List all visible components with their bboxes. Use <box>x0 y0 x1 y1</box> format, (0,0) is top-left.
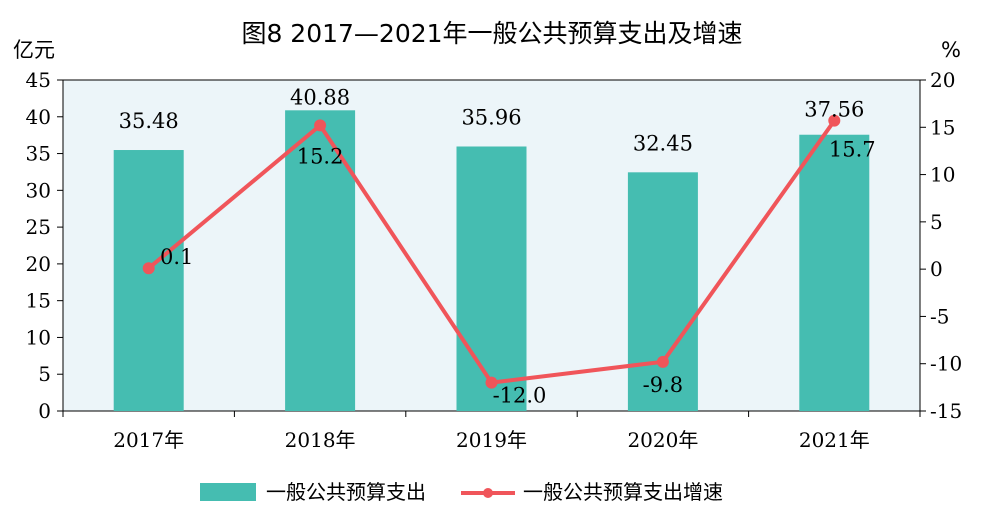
left-axis-tick-label: 20 <box>26 252 51 276</box>
bar <box>799 134 870 411</box>
left-axis-tick-label: 0 <box>38 399 51 423</box>
left-axis-label: 亿元 <box>13 38 55 62</box>
x-axis-tick-label: 2021年 <box>799 428 870 452</box>
line-data-label: -9.8 <box>643 373 684 397</box>
right-axis-tick-label: -10 <box>930 352 962 376</box>
line-data-label: 15.2 <box>297 144 344 168</box>
chart-title: 图8 2017—2021年一般公共预算支出及增速 <box>241 19 742 48</box>
line-point <box>314 119 327 132</box>
x-axis-tick-label: 2019年 <box>456 428 527 452</box>
bar <box>113 150 184 411</box>
right-axis-tick-label: -5 <box>930 304 949 328</box>
bar-data-label: 35.96 <box>461 105 521 129</box>
left-axis-tick-label: 5 <box>38 362 51 386</box>
bar-data-label: 37.56 <box>804 98 864 122</box>
legend-line-label: 一般公共预算支出增速 <box>523 480 723 504</box>
right-axis-tick-label: 10 <box>930 163 955 187</box>
left-axis-tick-label: 10 <box>26 325 51 349</box>
line-group <box>142 114 841 389</box>
line-point <box>142 262 155 275</box>
right-axis-tick-label: 5 <box>930 210 943 234</box>
bar <box>456 146 527 412</box>
left-axis-tick-label: 40 <box>26 105 51 129</box>
x-axis-tick-label: 2018年 <box>285 428 356 452</box>
bar-data-label: 35.48 <box>119 109 179 133</box>
line-point <box>485 376 498 389</box>
right-axis-tick-label: -15 <box>930 399 962 423</box>
line-point <box>828 114 841 127</box>
right-axis-tick-label: 15 <box>930 115 955 139</box>
bars-group <box>113 110 870 412</box>
x-axis-tick-label: 2020年 <box>627 428 698 452</box>
line-data-label: 15.7 <box>829 138 876 162</box>
legend: 一般公共预算支出 一般公共预算支出增速 <box>200 480 723 504</box>
left-axis-tick-label: 30 <box>26 178 51 202</box>
bar <box>627 172 698 411</box>
bar-data-label: 32.45 <box>633 131 693 155</box>
x-axis-tick-label: 2017年 <box>113 428 184 452</box>
right-axis-tick-label: 20 <box>930 68 955 92</box>
bar-data-label: 40.88 <box>290 85 350 109</box>
right-axis-tick-label: 0 <box>930 257 943 281</box>
line-data-label: 0.1 <box>160 245 193 269</box>
left-axis-tick-label: 45 <box>26 68 51 92</box>
line-point <box>656 355 669 368</box>
data-labels-group: 35.48 40.88 35.96 32.45 37.56 0.1 15.2 -12.0 -9.… <box>119 85 876 407</box>
left-axis-tick-label: 25 <box>26 215 51 239</box>
legend-bar-label: 一般公共预算支出 <box>266 480 426 504</box>
left-axis-tick-label: 15 <box>26 289 51 313</box>
line-data-label: -12.0 <box>493 384 547 408</box>
legend-bar-swatch <box>200 483 256 501</box>
left-axis-tick-label: 35 <box>26 142 51 166</box>
right-axis-label: % <box>941 38 961 62</box>
axes-group: 0 5 10 15 20 25 30 35 40 45 -15 -10 -5 0 5 10 15 20 2017年 2… <box>26 68 963 452</box>
legend-line-marker <box>483 488 493 498</box>
